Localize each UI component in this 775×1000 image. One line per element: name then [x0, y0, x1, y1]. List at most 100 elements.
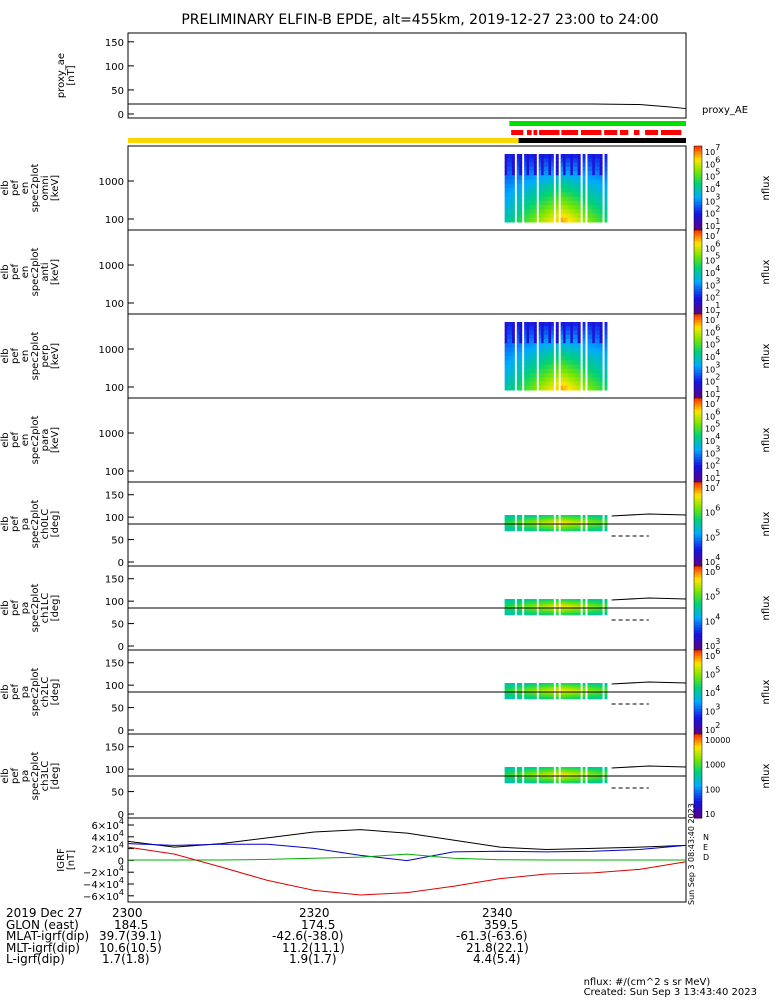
spectrogram-cell — [546, 213, 549, 219]
spectrogram-cell — [509, 368, 513, 374]
spectrogram-cell — [529, 351, 532, 357]
spectrogram-cell — [597, 183, 601, 189]
spectrogram-cell — [543, 516, 547, 519]
spectrogram-cell — [582, 779, 586, 782]
ylabel-line: spec2plot — [30, 500, 41, 549]
colorbar-band — [694, 630, 702, 634]
spectrogram-cell — [541, 351, 545, 357]
tick-label: 100 — [105, 383, 124, 394]
colorbar-band — [694, 773, 702, 777]
spectrogram-cell — [599, 686, 603, 689]
spectrogram-cell — [519, 209, 523, 214]
spectrogram-cell — [507, 607, 511, 610]
spectrogram-cell — [604, 330, 608, 336]
spectrogram-cell — [543, 154, 547, 159]
spectrogram-cell — [519, 196, 523, 202]
flag-bar-green — [509, 121, 686, 126]
spectrogram-cell — [587, 525, 591, 528]
spectrogram-cell — [560, 691, 564, 694]
spectrogram-cell — [543, 684, 547, 687]
spectrogram-cell — [567, 683, 571, 686]
spectrogram-cell — [589, 326, 593, 331]
spectrogram-cell — [504, 527, 508, 530]
spectrogram-cell — [565, 613, 569, 616]
spectrogram-cell — [524, 600, 528, 603]
spectrogram-cell — [577, 205, 581, 210]
spectrogram-cell — [560, 356, 564, 361]
spectrogram-cell — [589, 683, 593, 686]
spectrogram-cell — [589, 686, 593, 689]
spectrogram-cell — [507, 781, 511, 784]
spectrogram-cell — [594, 381, 598, 387]
spectrogram-cell — [531, 611, 535, 614]
spectrogram-cell — [572, 768, 576, 771]
spectrogram-cell — [572, 179, 576, 185]
colorbar-band — [694, 154, 702, 158]
spectrogram-cell — [589, 179, 593, 185]
spectrogram-cell — [604, 767, 608, 770]
spectrogram-cell — [511, 686, 515, 689]
spectrogram-cell — [507, 606, 511, 609]
spectrogram-cell — [531, 599, 535, 602]
spectrogram-cell — [589, 217, 593, 223]
spectrogram-cell — [529, 607, 532, 610]
ylabel-line: pef — [10, 432, 21, 449]
spectrogram-cell — [526, 779, 530, 782]
spectrogram-cell — [577, 767, 581, 770]
spectrogram-cell — [529, 326, 532, 331]
colorbar-frame — [693, 733, 703, 819]
spectrogram-cell — [597, 522, 601, 525]
spectrogram-cell — [570, 154, 574, 159]
colorbar-band — [694, 342, 702, 346]
spectrogram-cell — [526, 192, 530, 197]
spectrogram-cell — [582, 607, 586, 610]
spectrogram-cell — [577, 606, 581, 609]
spectrogram-cell — [582, 188, 586, 193]
spectrogram-cell — [575, 611, 579, 614]
spectrogram-cell — [594, 347, 598, 353]
spectrogram-cell — [504, 688, 508, 691]
spectrogram-cell — [548, 774, 552, 777]
spectrogram-cell — [507, 690, 511, 693]
spectrogram-cell — [541, 162, 545, 168]
spectrogram-cell — [509, 209, 513, 214]
colorbar-band — [694, 274, 702, 279]
colorbar-band — [694, 720, 702, 724]
spectrogram-cell — [594, 171, 598, 176]
spectrogram-cell — [526, 529, 530, 532]
spectrogram-cell — [524, 777, 528, 780]
spectrogram-cell — [509, 609, 513, 612]
spectrogram-cell — [582, 613, 586, 616]
spectrogram-cell — [577, 781, 581, 784]
spectrogram-cell — [587, 606, 591, 609]
spectrogram-cell — [519, 779, 523, 782]
spectrogram-cell — [599, 772, 603, 775]
spectrogram-cell — [526, 213, 530, 219]
spectrogram-cell — [592, 356, 596, 361]
spectrogram-cell — [577, 690, 581, 693]
spectrogram-cell — [548, 606, 552, 609]
spectrogram-cell — [582, 516, 586, 519]
spectrogram-cell — [529, 196, 532, 202]
colorbar-band — [694, 675, 702, 679]
spectrogram-cell — [575, 775, 579, 778]
spectrogram-cell — [597, 373, 601, 378]
spectrogram-cell — [546, 697, 549, 700]
spectrogram-cell — [531, 368, 535, 374]
colorbar-band — [694, 190, 702, 195]
spectrogram-cell — [592, 684, 596, 687]
tick-label: 0 — [118, 558, 124, 569]
spectrogram-cell — [587, 183, 591, 189]
spectrogram-cell — [531, 600, 535, 603]
colorbar-tick: 106 — [705, 563, 720, 577]
spectrogram-cell — [541, 695, 545, 698]
spectrogram-cell — [604, 179, 608, 185]
spectrogram-cell — [567, 377, 571, 382]
spectrogram-cell — [511, 772, 515, 775]
spectrogram-cell — [582, 609, 586, 612]
spectrogram-cell — [565, 322, 569, 327]
spectrogram-cell — [592, 334, 596, 340]
spectrogram-cell — [563, 339, 567, 344]
spectrogram-cell — [567, 527, 571, 530]
colorbar-band — [694, 804, 702, 808]
